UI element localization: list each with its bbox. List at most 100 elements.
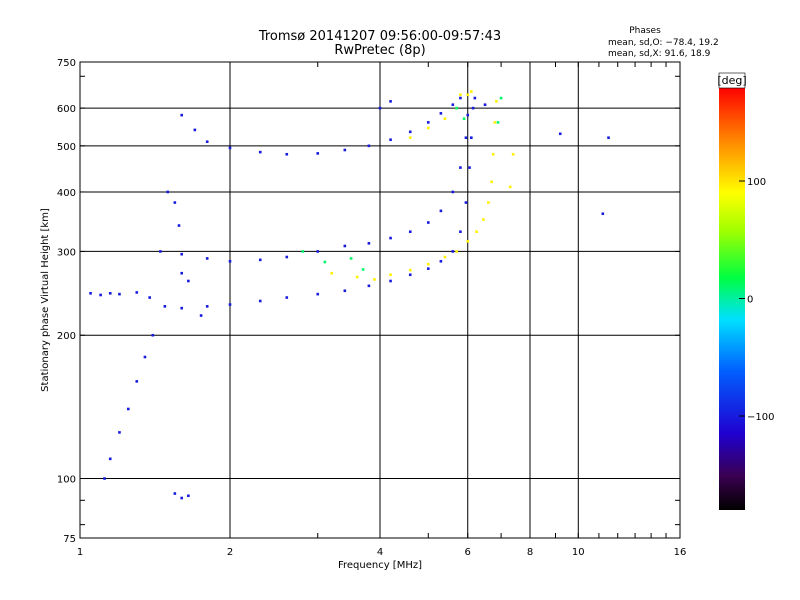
data-point-o [439,259,443,263]
phases-x-line: mean, sd,X: 91.6, 18.9 [608,49,711,59]
x-axis-label: Frequency [MHz] [338,560,422,571]
data-point-o [439,112,443,115]
data-point-o [389,138,392,142]
data-point-o [343,244,347,248]
data-point-o [473,96,477,100]
data-point-o [408,230,412,234]
data-point-x [482,218,485,221]
data-point-o [464,201,468,204]
data-point-mixed [462,117,466,121]
data-point-o [367,242,371,245]
data-point-o [408,273,412,277]
data-point-o [151,333,155,337]
data-point-o [408,130,412,134]
phases-o-line: mean, sd,O: −78.4, 19.2 [608,38,719,48]
data-point-o [471,106,475,110]
data-point-o [135,380,139,383]
data-point-o [205,140,209,144]
data-points [89,90,610,500]
data-point-o [166,190,170,194]
data-point-o [466,113,470,117]
y-tick-label: 500 [57,142,76,153]
data-point-o [103,477,106,480]
data-point-o [258,258,262,262]
data-point-o [187,494,190,498]
data-point-x [511,152,515,156]
colorbar-tick-label: 0 [747,295,753,306]
data-point-x [355,275,359,279]
data-point-x [459,93,462,97]
data-point-o [187,279,190,283]
data-point-o [389,279,392,283]
data-point-x [389,273,392,277]
data-point-x [487,201,490,204]
data-point-o [316,152,320,155]
data-point-o [343,289,347,293]
y-tick-label: 100 [57,475,76,486]
data-point-o [205,257,209,260]
x-tick-label: 10 [572,547,585,558]
x-tick-label: 6 [465,547,471,558]
data-point-o [99,293,102,297]
data-point-o [601,212,605,216]
data-point-x [475,230,478,234]
phases-title: Phases [629,26,661,36]
chart-subtitle: RwPretec (8p) [334,43,425,58]
x-tick-label: 4 [377,547,383,558]
grid-lines [80,62,680,538]
data-point-x [491,152,495,156]
data-point-o [378,106,382,110]
data-point-o [426,267,430,270]
y-tick-label: 600 [57,104,76,115]
data-point-o [148,296,152,299]
x-tick-label: 8 [527,547,533,558]
data-point-mixed [496,121,500,124]
data-point-o [180,496,184,500]
y-axis-ticks: 75 100 200 300 400 500 600 750 [57,58,680,545]
data-point-x [426,262,430,266]
data-point-x [493,121,497,124]
data-point-x [490,180,493,184]
data-point-o [159,250,162,253]
colorbar-tick-label: 100 [747,177,766,188]
data-point-x [443,255,447,259]
data-point-x [443,117,447,121]
data-point-o [451,250,455,253]
data-point-x [466,93,470,97]
data-point-o [459,96,462,100]
data-point-x [408,136,412,140]
data-point-x [466,240,470,243]
data-point-mixed [361,268,365,271]
data-point-o [607,136,610,140]
data-point-x [455,250,458,253]
data-point-x [470,90,473,93]
data-point-o [468,166,471,169]
data-point-o [163,305,167,308]
y-tick-label: 400 [57,188,76,199]
data-point-x [495,100,498,103]
chart-title: Tromsø 20141207 09:56:00-09:57:43 [258,29,501,44]
colorbar-label: [deg] [717,74,746,87]
data-point-o [108,457,112,461]
data-point-o [464,136,468,140]
data-point-o [180,252,184,256]
data-point-o [459,230,462,234]
data-point-o [228,146,232,150]
data-point-o [558,132,562,136]
data-point-o [426,121,430,124]
data-point-o [193,128,197,132]
data-point-o [389,100,392,103]
data-point-o [483,103,487,107]
data-point-o [89,291,92,295]
x-axis-ticks: 1 2 4 6 8 10 16 [77,62,686,558]
data-point-o [258,299,262,303]
data-point-o [180,271,184,275]
data-point-o [316,292,320,296]
data-point-o [367,284,371,288]
data-point-o [451,103,455,107]
data-point-o [285,255,289,259]
data-point-x [408,268,412,272]
data-point-o [108,291,112,295]
data-point-o [285,296,289,299]
data-point-o [118,292,121,296]
